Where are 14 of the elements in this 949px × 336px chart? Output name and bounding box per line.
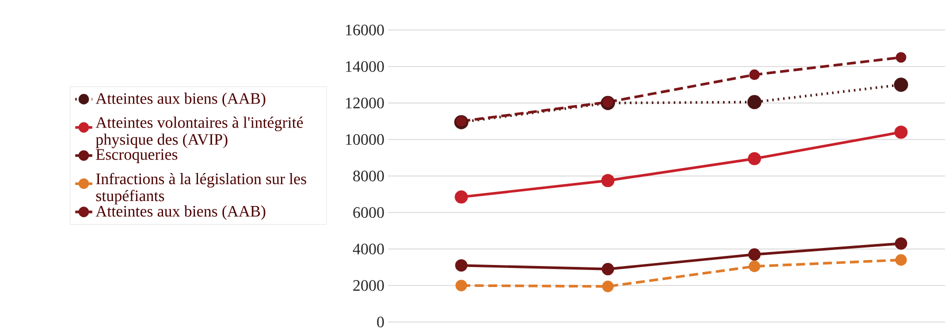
legend-label: Infractions à la législation sur les stupéfiants [96, 172, 306, 204]
legend-label: Atteintes volontaires à l'intégrité physique des (AVIP) [96, 116, 303, 148]
y-tick-label: 10000 [346, 134, 384, 145]
y-tick-label: 0 [377, 316, 384, 328]
y-tick-label: 2000 [353, 280, 384, 291]
y-tick-label: 6000 [353, 207, 384, 218]
legend-label: Escroqueries [96, 149, 178, 164]
legend-label: Atteintes aux biens (AAB) [96, 205, 266, 220]
legend-label: Atteintes aux biens (AAB) [96, 92, 266, 108]
y-tick-label: 8000 [353, 170, 384, 182]
y-tick-label: 12000 [346, 98, 384, 108]
y-tick-label: 14000 [346, 61, 384, 72]
y-tick-label: 4000 [352, 244, 384, 254]
y-tick-label: 16000 [346, 24, 384, 36]
